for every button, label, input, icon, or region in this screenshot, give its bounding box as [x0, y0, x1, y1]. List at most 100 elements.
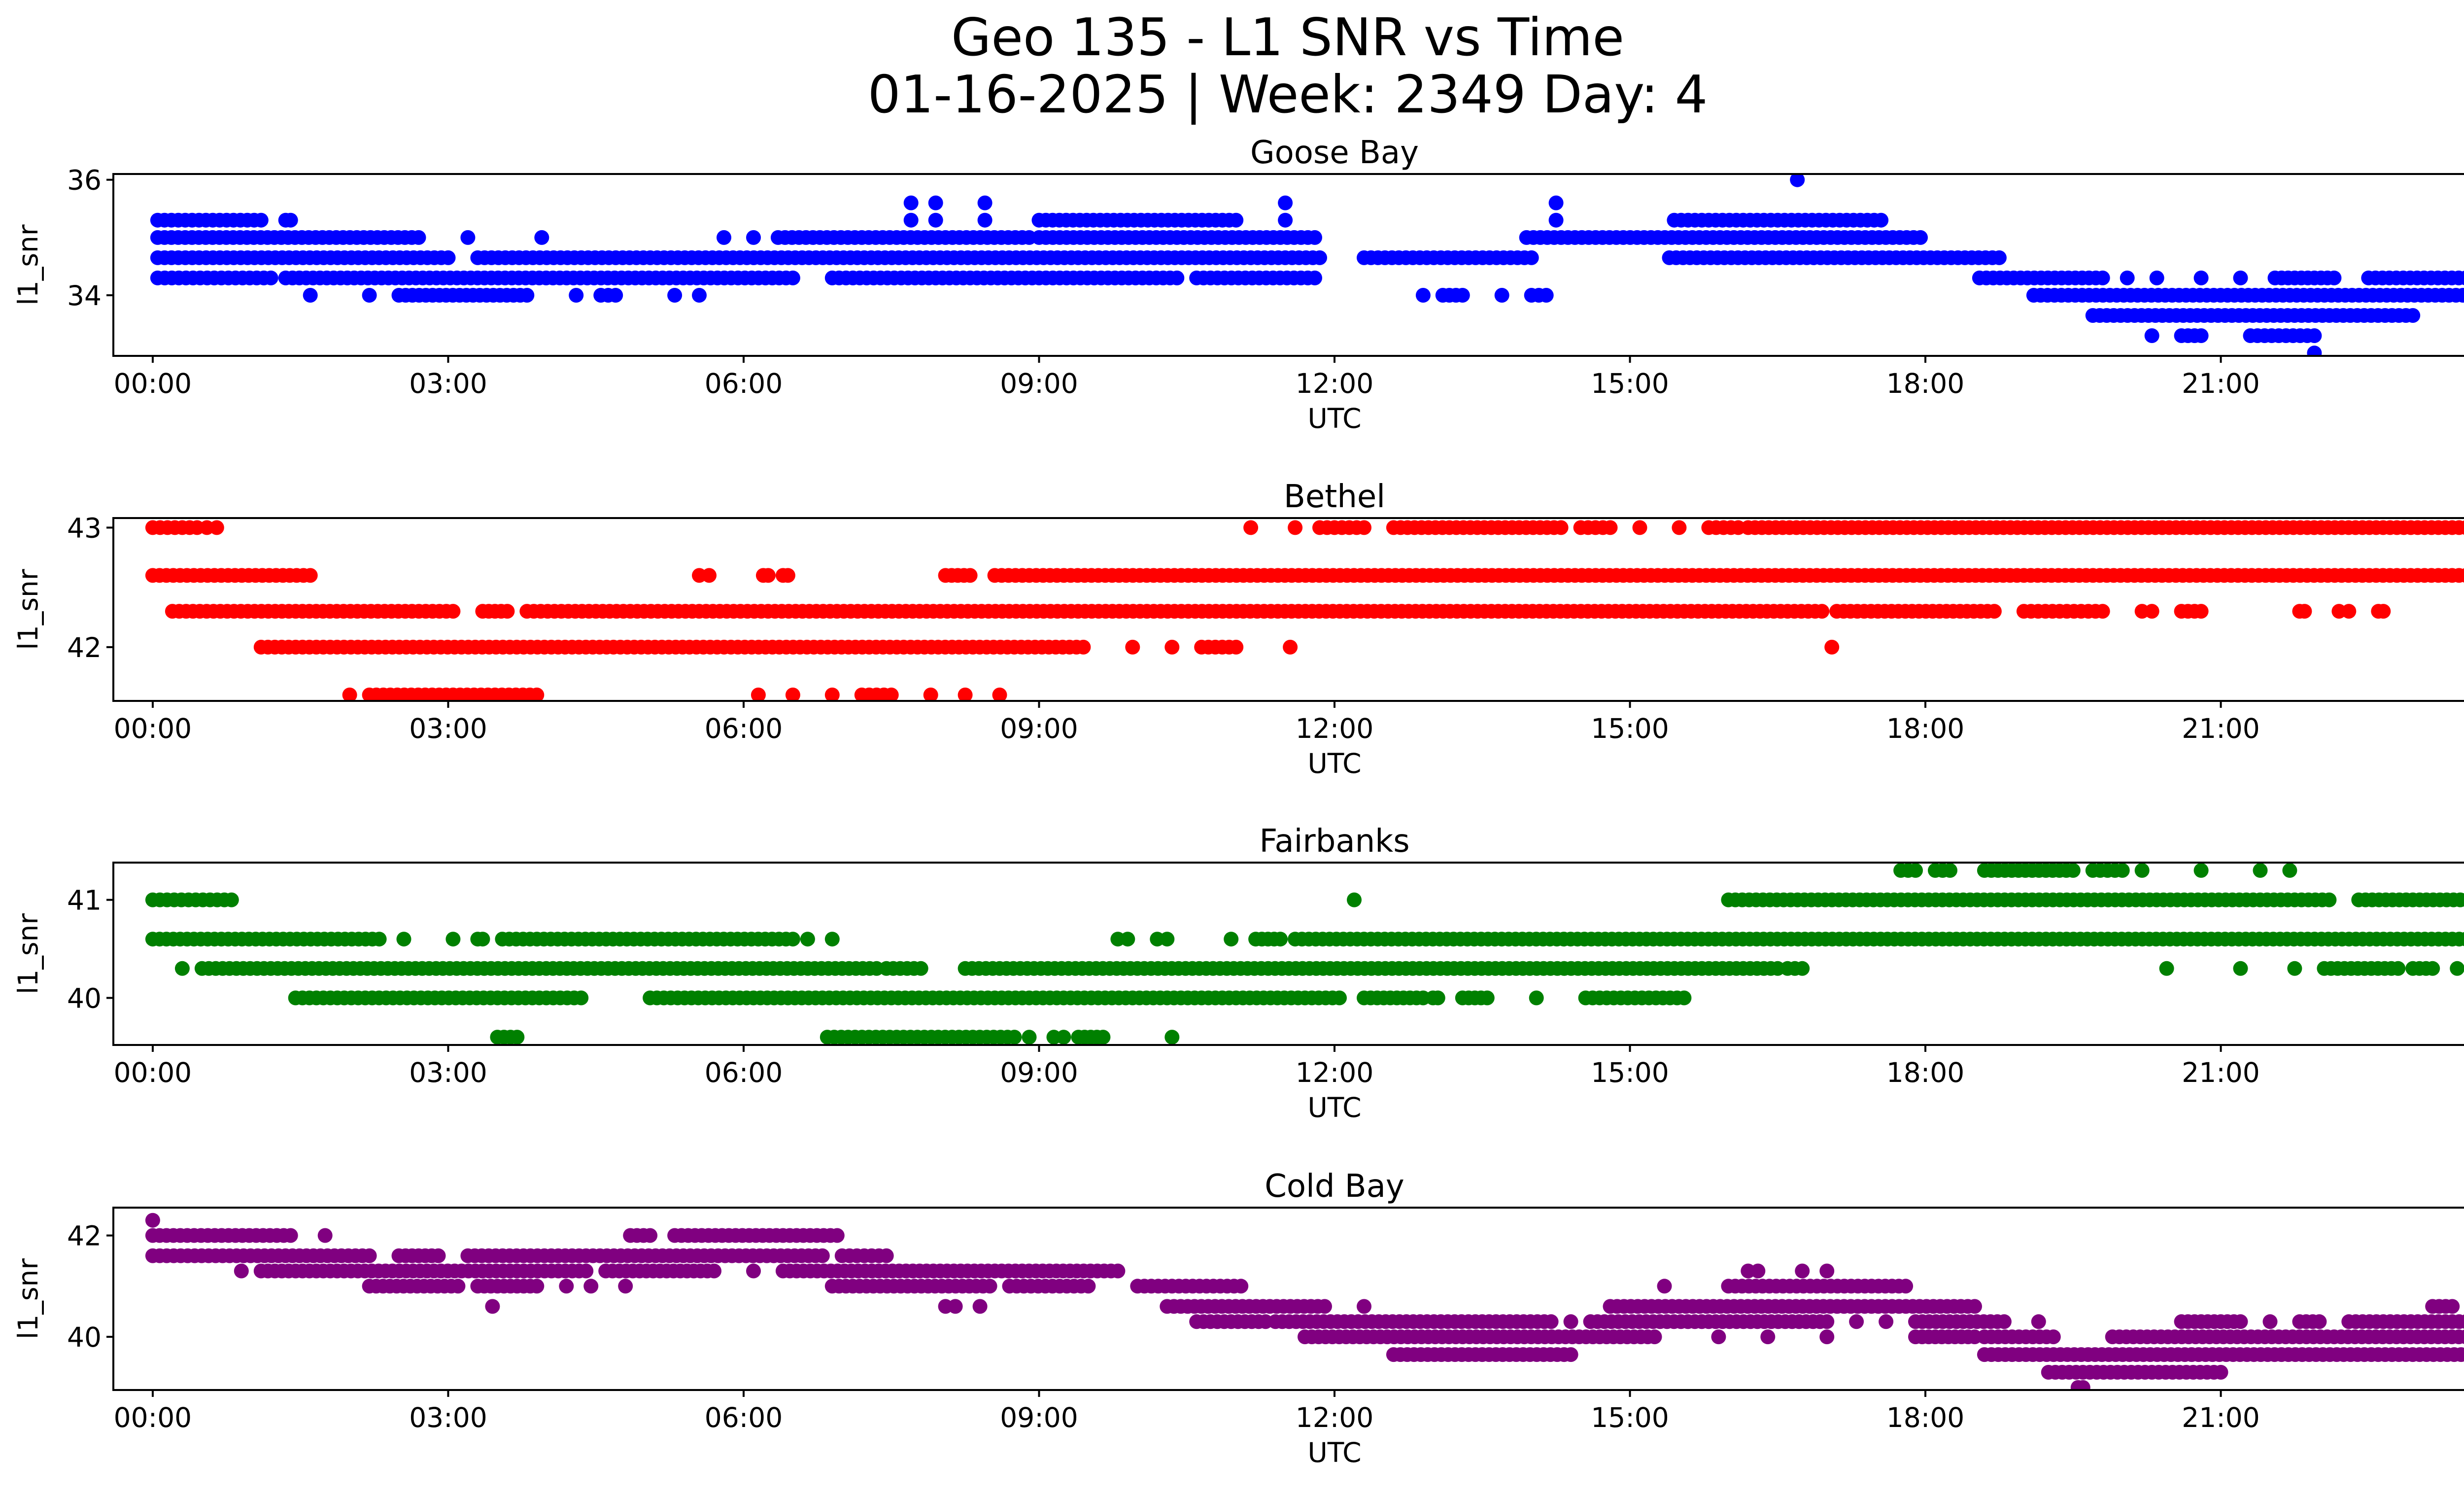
data-point [1819, 1314, 1835, 1329]
data-point [2287, 961, 2302, 976]
x-tick-label: 06:00 [705, 713, 783, 744]
data-point [2065, 863, 2081, 878]
data-point [1603, 520, 1618, 535]
x-tick-label: 18:00 [1886, 1057, 1965, 1088]
data-point [1494, 288, 1509, 303]
data-point [800, 932, 815, 947]
data-point [884, 687, 899, 701]
data-point [1164, 1030, 1180, 1045]
data-point [2327, 270, 2342, 285]
x-tick-label: 00:00 [114, 368, 192, 399]
data-point [751, 687, 766, 701]
data-point [948, 1299, 963, 1314]
plot-frame [112, 862, 2464, 1046]
data-point [903, 195, 919, 210]
x-tick-label: 12:00 [1296, 368, 1374, 399]
data-point [2297, 604, 2312, 619]
data-point [362, 1248, 377, 1263]
data-point [1819, 1329, 1835, 1345]
data-point [2213, 1365, 2228, 1380]
x-tick-label: 09:00 [1000, 713, 1078, 744]
data-point [2459, 1314, 2464, 1329]
data-point [1229, 212, 1244, 228]
data-point [2193, 270, 2209, 285]
data-point [303, 288, 318, 303]
plot-frame [112, 1207, 2464, 1391]
data-point [746, 1263, 761, 1279]
x-tick-label: 21:00 [2182, 1402, 2260, 1433]
data-point [317, 1228, 333, 1243]
x-tick-label: 09:00 [1000, 1402, 1078, 1433]
data-point [2307, 328, 2322, 343]
data-point [1943, 863, 1957, 878]
data-point [1760, 1329, 1776, 1345]
x-axis-label: UTC [1307, 1092, 1361, 1123]
panel-goose-bay: 00:00 03:00 06:00 09:00 12:00 15:00 18:00 21:00… [12, 135, 2464, 434]
x-tick-label: 15:00 [1591, 368, 1669, 399]
x-tick-label: 18:00 [1886, 713, 1965, 744]
data-point [583, 1279, 599, 1294]
data-point [1879, 1314, 1894, 1329]
y-tick-label: 40 [67, 983, 102, 1014]
data-point [1160, 932, 1175, 947]
data-point [1814, 604, 1830, 619]
data-point [785, 270, 800, 285]
x-tick-label: 03:00 [409, 368, 487, 399]
data-point [2405, 308, 2421, 323]
y-tick-label: 42 [67, 1220, 102, 1252]
data-point [702, 568, 717, 583]
scatter-points [145, 1213, 2464, 1390]
data-point [1307, 230, 1322, 245]
data-point [1913, 230, 1928, 245]
data-point [667, 288, 683, 303]
data-point [1317, 1299, 1332, 1314]
data-point [923, 687, 938, 701]
data-point [1307, 270, 1322, 285]
data-point [2262, 1314, 2278, 1329]
data-point [1110, 1263, 1126, 1279]
data-point [2046, 1329, 2061, 1345]
y-tick-label: 40 [67, 1321, 102, 1353]
data-point [608, 288, 623, 303]
data-point [2376, 604, 2391, 619]
data-point [2461, 1348, 2464, 1361]
data-point [2460, 893, 2464, 907]
panel-title: Bethel [1284, 479, 1385, 515]
data-point [829, 1228, 845, 1243]
data-point [1750, 1263, 1766, 1279]
data-point [1548, 195, 1564, 210]
data-point [396, 932, 411, 947]
data-point [1874, 212, 1889, 228]
data-point [992, 687, 1007, 701]
data-point [1479, 990, 1495, 1006]
x-tick-label: 15:00 [1591, 713, 1669, 744]
data-point [1056, 1030, 1071, 1045]
data-point [1430, 990, 1445, 1006]
data-point [2193, 328, 2209, 343]
data-point [2341, 604, 2357, 619]
x-tick-label: 03:00 [409, 713, 487, 744]
data-point [1278, 212, 1293, 228]
data-point [1553, 520, 1569, 535]
data-point [2233, 270, 2248, 285]
data-point [2193, 863, 2209, 878]
x-tick-label: 21:00 [2182, 713, 2260, 744]
data-point [780, 568, 795, 583]
data-point [1996, 1314, 2012, 1329]
x-tick-label: 12:00 [1296, 713, 1374, 744]
data-point [2307, 346, 2322, 356]
data-point [1224, 932, 1239, 947]
data-point [815, 1248, 830, 1263]
scatter-points [145, 520, 2464, 701]
data-point [529, 1279, 545, 1294]
data-point [1711, 1329, 1726, 1345]
data-point [510, 1030, 525, 1045]
data-point [1849, 1314, 1864, 1329]
data-point [1908, 863, 1923, 878]
data-point [234, 1263, 249, 1279]
data-point [574, 990, 589, 1006]
data-point [431, 1248, 446, 1263]
data-point [928, 195, 943, 210]
data-point [2282, 863, 2297, 878]
